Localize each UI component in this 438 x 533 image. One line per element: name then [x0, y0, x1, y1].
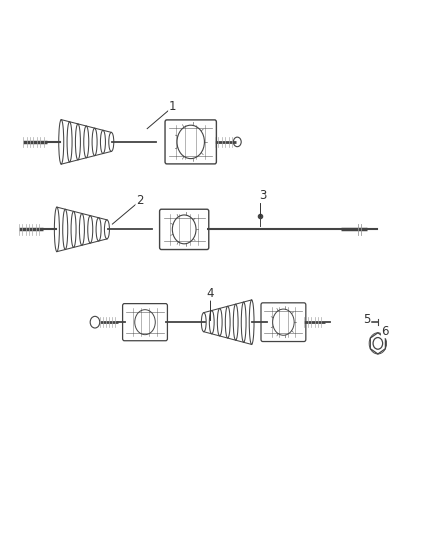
Text: 1: 1 — [169, 100, 176, 114]
Text: 2: 2 — [136, 193, 144, 207]
Text: 4: 4 — [207, 287, 214, 300]
Text: 6: 6 — [381, 325, 389, 338]
Text: 3: 3 — [259, 189, 266, 203]
Text: 5: 5 — [363, 313, 371, 326]
